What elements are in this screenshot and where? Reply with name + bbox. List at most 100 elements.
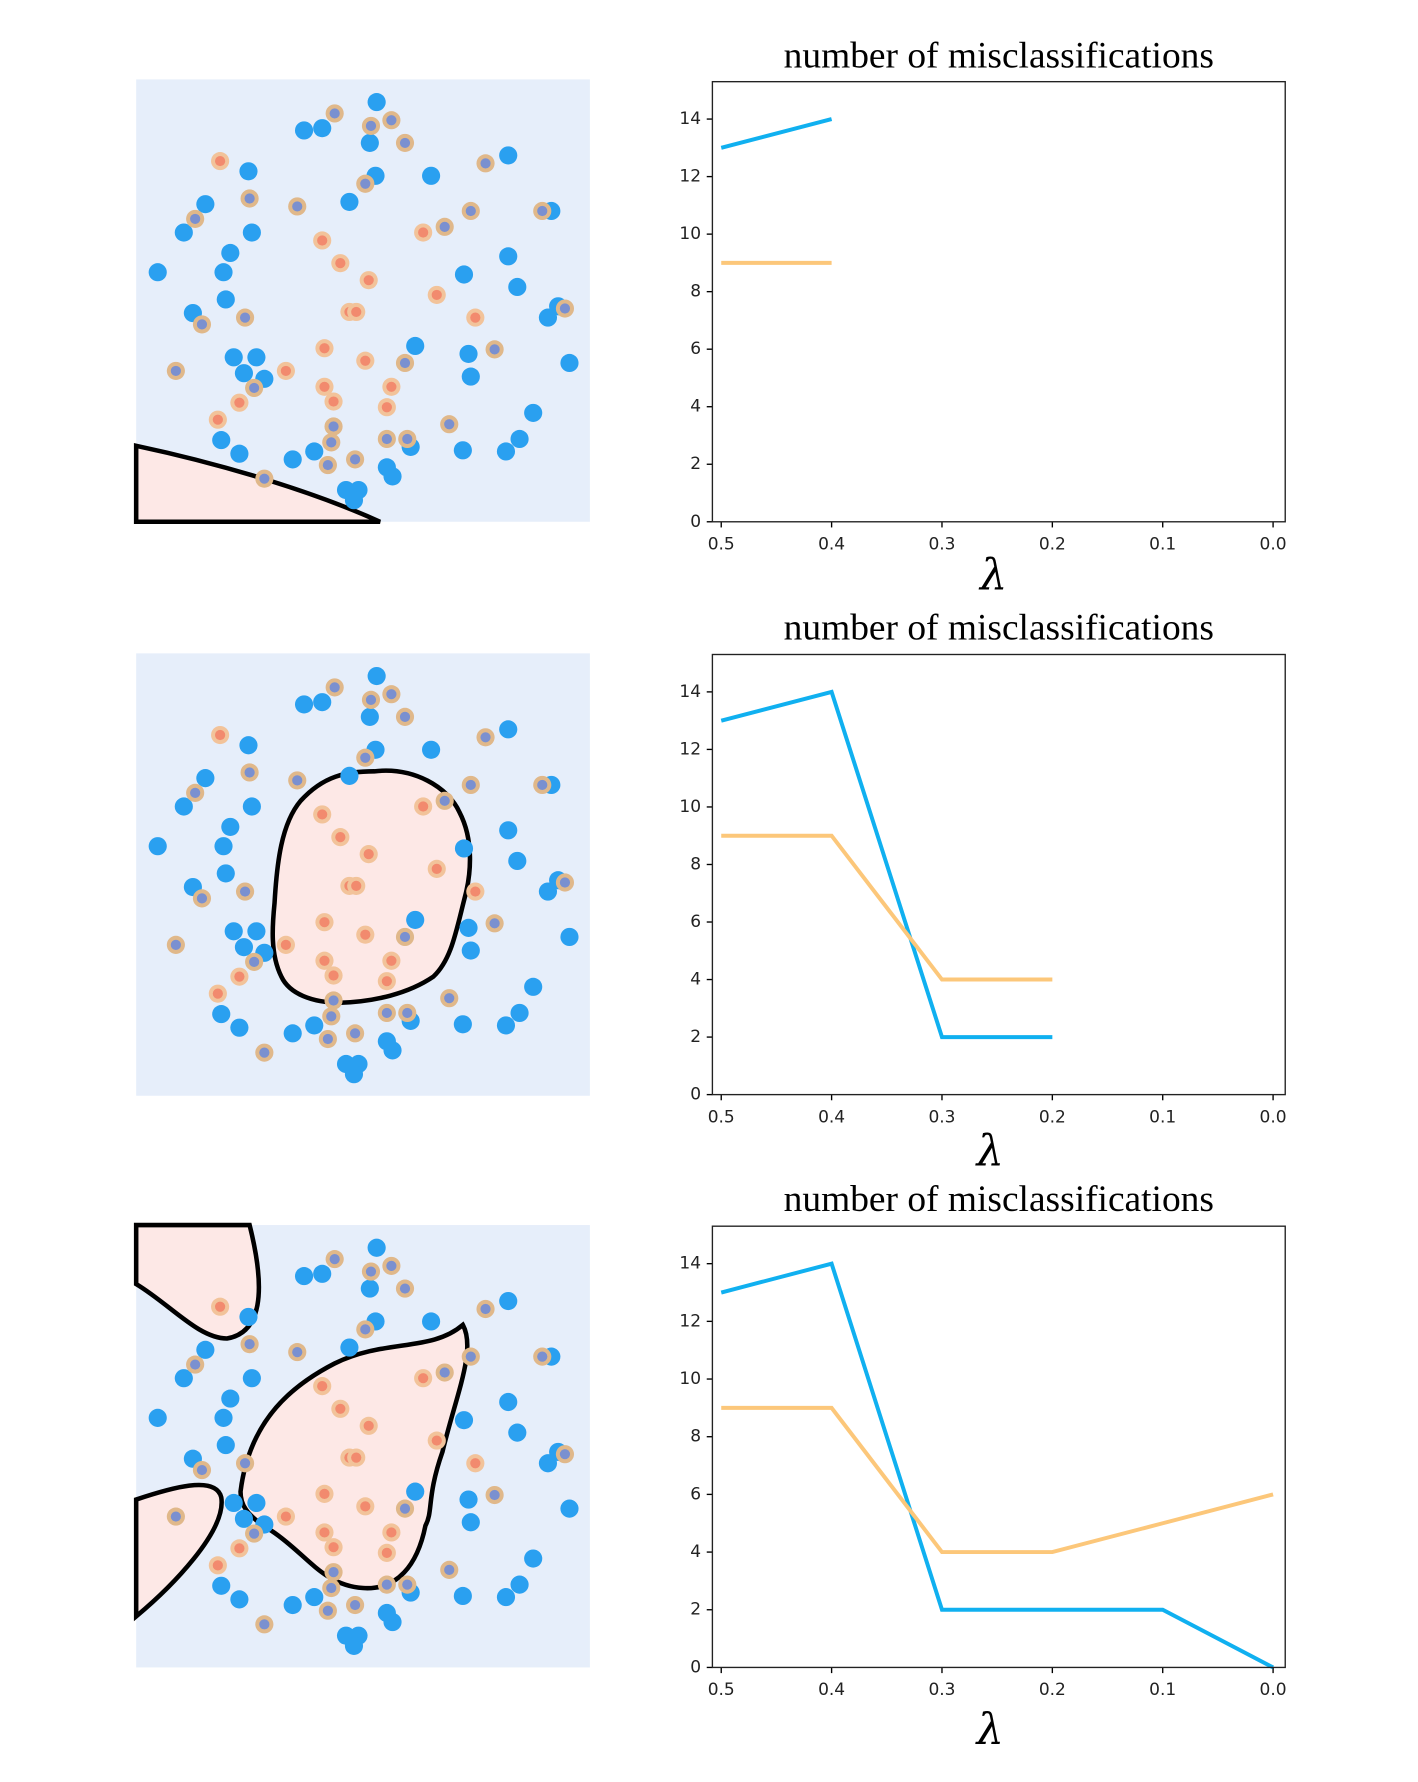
dot [242,1369,261,1388]
dot [344,491,364,510]
line-series [721,1405,1274,1555]
dot [224,348,243,367]
dot [454,839,474,858]
dot [247,922,266,941]
chart-title: number of misclassifications [784,1179,1214,1220]
dot [431,1435,442,1446]
dot [326,437,337,448]
dot [313,1264,332,1283]
dot [328,421,339,432]
x-tick-label: 0.0 [1260,534,1287,554]
dot [234,938,254,957]
dot [224,922,243,941]
dot [459,1490,478,1509]
y-tick-label: 8 [690,854,701,874]
dot [340,1338,359,1357]
dot [381,402,392,413]
dot [444,1564,455,1575]
x-axis-label: λ [978,550,1007,600]
dot [234,364,254,383]
dot [215,155,226,167]
dot [247,348,266,367]
dot [216,1436,235,1455]
dot [538,308,558,327]
dot [322,1605,333,1616]
dot [367,1238,386,1257]
dot [367,666,386,686]
dot [499,1392,518,1412]
dot [249,382,260,394]
x-tick-label: 0.1 [1149,1107,1176,1127]
dot [383,467,402,486]
dot [170,365,181,377]
y-tick-label: 10 [679,224,701,244]
decision-region [133,1482,224,1622]
dot [249,956,260,967]
y-tick-label: 6 [690,912,701,932]
dot [461,1513,480,1532]
dot [216,864,235,883]
dot [418,227,429,238]
y-tick-label: 0 [690,1657,701,1677]
dot [239,886,251,897]
dot [322,1033,333,1045]
scatter-panel [136,653,590,1096]
dot [439,1367,450,1378]
dot [489,918,500,929]
dot [363,1420,374,1431]
dot [402,1579,413,1590]
dot [249,1528,260,1539]
dot [335,1403,346,1414]
dots [148,666,579,1084]
dot [386,689,397,700]
dots [148,1238,579,1655]
dot [351,880,362,891]
line-series [720,689,1053,1040]
dot [196,195,215,214]
dot [465,779,476,791]
dot [174,1369,193,1388]
dot [381,433,392,445]
dot [326,1582,337,1594]
dot [174,223,193,242]
dot [242,223,261,242]
dot [349,1599,361,1611]
dot [148,1408,167,1427]
dot [399,711,411,722]
x-tick-label: 0.1 [1149,534,1176,554]
dot [212,431,231,450]
dot [559,1449,571,1460]
dot [283,1024,302,1043]
x-tick-label: 0.3 [928,1680,955,1700]
dot [190,787,201,798]
y-tick-label: 2 [690,1600,701,1620]
dot [344,1065,364,1084]
dot [349,454,361,465]
dot [244,767,255,778]
y-tick-label: 0 [690,512,701,532]
x-tick-label: 0.5 [708,1680,735,1700]
dot [292,775,303,786]
x-tick-label: 0.3 [928,1107,955,1127]
dot [317,1381,328,1392]
y-tick-label: 4 [690,1542,701,1562]
dot [470,886,481,897]
dot [340,192,359,211]
line-chart: number of misclassifications λ 0 2 4 6 8 10 12 14… [679,1179,1286,1755]
x-tick-label: 0.2 [1039,1680,1066,1700]
dot [244,193,255,204]
dot [453,441,472,460]
dot [365,120,377,132]
dot [196,1340,215,1359]
dot [402,1007,413,1019]
dot [328,970,339,981]
dot [196,319,208,330]
dot [386,1527,397,1538]
dot [351,1452,362,1463]
dot [363,849,374,860]
dot [234,1543,245,1554]
dot [418,801,429,812]
dot [360,355,371,366]
dot [344,1636,364,1655]
dot [422,740,441,759]
